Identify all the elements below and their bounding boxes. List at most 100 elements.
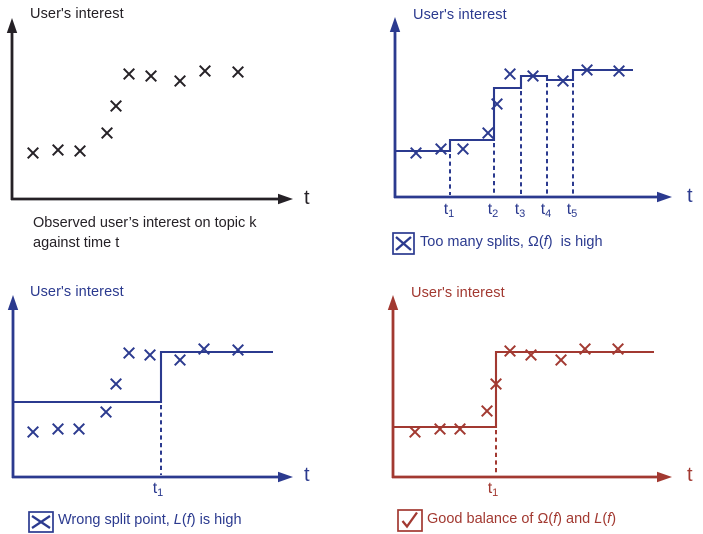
x-box-icon bbox=[28, 511, 54, 533]
data-point-cross-icon bbox=[408, 425, 422, 439]
panel-caption: Wrong split point, L(f) is high bbox=[58, 512, 242, 528]
tick-base: t bbox=[487, 480, 493, 497]
caption-segment: Ω( bbox=[528, 234, 544, 250]
data-point-cross-icon bbox=[580, 63, 594, 77]
tick-subscript: 4 bbox=[545, 208, 552, 220]
panel-observed-data bbox=[6, 18, 293, 205]
data-point-cross-icon bbox=[503, 67, 517, 81]
caption-segment: Wrong split point, bbox=[58, 512, 174, 528]
data-point-cross-icon bbox=[109, 99, 123, 113]
caption-segment: ) bbox=[611, 511, 617, 527]
data-point-cross-icon bbox=[109, 377, 123, 391]
tick-subscript: 1 bbox=[157, 487, 164, 499]
caption-segment: L bbox=[594, 511, 603, 527]
data-point-cross-icon bbox=[578, 342, 592, 356]
data-point-cross-icon bbox=[503, 344, 517, 358]
x-axis-t-label: t bbox=[304, 464, 310, 486]
step-function-line bbox=[13, 350, 273, 404]
data-point-cross-icon bbox=[144, 69, 158, 83]
data-point-cross-icon bbox=[231, 343, 245, 357]
caption-line: against time t bbox=[33, 234, 120, 251]
tick-base: t bbox=[540, 201, 546, 218]
data-point-cross-icon bbox=[554, 353, 568, 367]
caption-segment: f bbox=[543, 234, 548, 250]
data-point-cross-icon bbox=[122, 67, 136, 81]
data-point-cross-icon bbox=[611, 342, 625, 356]
split-tick-label: t3 bbox=[515, 201, 526, 220]
data-point-cross-icon bbox=[143, 348, 157, 362]
caption-segment: f bbox=[186, 512, 191, 528]
panel-title: User's interest bbox=[30, 284, 124, 300]
caption-line: Observed user’s interest on topic k bbox=[33, 215, 257, 231]
y-axis-arrow-icon bbox=[387, 295, 399, 310]
tick-subscript: 2 bbox=[492, 208, 499, 220]
caption-segment: L bbox=[173, 512, 182, 528]
split-tick-label: t2 bbox=[488, 201, 499, 220]
tick-subscript: 5 bbox=[571, 208, 578, 220]
panel-good-balance bbox=[387, 295, 672, 532]
data-point-cross-icon bbox=[26, 425, 40, 439]
data-point-cross-icon bbox=[456, 142, 470, 156]
data-point-cross-icon bbox=[490, 97, 504, 111]
data-point-cross-icon bbox=[612, 64, 626, 78]
caption-segment: ) is high bbox=[547, 234, 603, 250]
x-axis-arrow-icon bbox=[278, 471, 293, 483]
tick-subscript: 1 bbox=[492, 487, 499, 499]
split-tick-label: t1 bbox=[444, 201, 455, 220]
data-point-cross-icon bbox=[26, 146, 40, 160]
x-axis-arrow-icon bbox=[657, 471, 672, 483]
x-axis-arrow-icon bbox=[278, 193, 293, 205]
tick-base: t bbox=[443, 201, 449, 218]
x-axis-t-label: t bbox=[687, 464, 693, 486]
caption-segment: ) and bbox=[557, 511, 595, 527]
caption-segment: f bbox=[607, 511, 612, 527]
split-tick-label: t5 bbox=[567, 201, 578, 220]
data-point-cross-icon bbox=[197, 342, 211, 356]
check-box-icon bbox=[397, 509, 423, 532]
data-point-cross-icon bbox=[480, 404, 494, 418]
data-point-cross-icon bbox=[99, 405, 113, 419]
data-point-cross-icon bbox=[434, 142, 448, 156]
panel-title: User's interest bbox=[30, 6, 124, 22]
panel-wrong-split-point bbox=[7, 295, 293, 533]
data-point-cross-icon bbox=[453, 422, 467, 436]
tick-subscript: 1 bbox=[448, 208, 455, 220]
data-point-cross-icon bbox=[100, 126, 114, 140]
split-tick-label: t1 bbox=[153, 480, 164, 499]
data-point-cross-icon bbox=[433, 422, 447, 436]
tick-subscript: 3 bbox=[519, 208, 526, 220]
tick-base: t bbox=[487, 201, 493, 218]
panel-caption: Good balance of Ω(f) and L(f) bbox=[427, 511, 616, 527]
caption-segment: ( bbox=[181, 512, 187, 528]
panel-caption: Too many splits, Ω(f) is high bbox=[420, 234, 603, 250]
data-point-cross-icon bbox=[72, 422, 86, 436]
x-axis-t-label: t bbox=[304, 187, 310, 209]
y-axis-arrow-icon bbox=[389, 17, 401, 32]
tick-base: t bbox=[514, 201, 520, 218]
data-point-cross-icon bbox=[51, 422, 65, 436]
x-axis-arrow-icon bbox=[657, 191, 672, 203]
data-point-cross-icon bbox=[73, 144, 87, 158]
tick-base: t bbox=[566, 201, 572, 218]
data-point-cross-icon bbox=[409, 146, 423, 160]
caption-segment: Too many splits, bbox=[420, 234, 528, 250]
x-axis-t-label: t bbox=[687, 185, 693, 207]
caption-segment: Ω( bbox=[537, 511, 554, 527]
panel-title: User's interest bbox=[413, 7, 507, 23]
data-point-cross-icon bbox=[173, 74, 187, 88]
caption-segment: ) is high bbox=[190, 512, 242, 528]
data-point-cross-icon bbox=[489, 377, 503, 391]
split-tick-label: t4 bbox=[541, 201, 552, 220]
panel-too-many-splits bbox=[389, 17, 672, 255]
data-point-cross-icon bbox=[481, 126, 495, 140]
y-axis-arrow-icon bbox=[7, 295, 19, 310]
y-axis-arrow-icon bbox=[6, 18, 18, 33]
data-point-cross-icon bbox=[524, 348, 538, 362]
step-function-line bbox=[395, 68, 633, 153]
step-function-line bbox=[393, 350, 654, 429]
data-point-cross-icon bbox=[122, 346, 136, 360]
data-point-cross-icon bbox=[173, 353, 187, 367]
caption-segment: f bbox=[553, 511, 558, 527]
